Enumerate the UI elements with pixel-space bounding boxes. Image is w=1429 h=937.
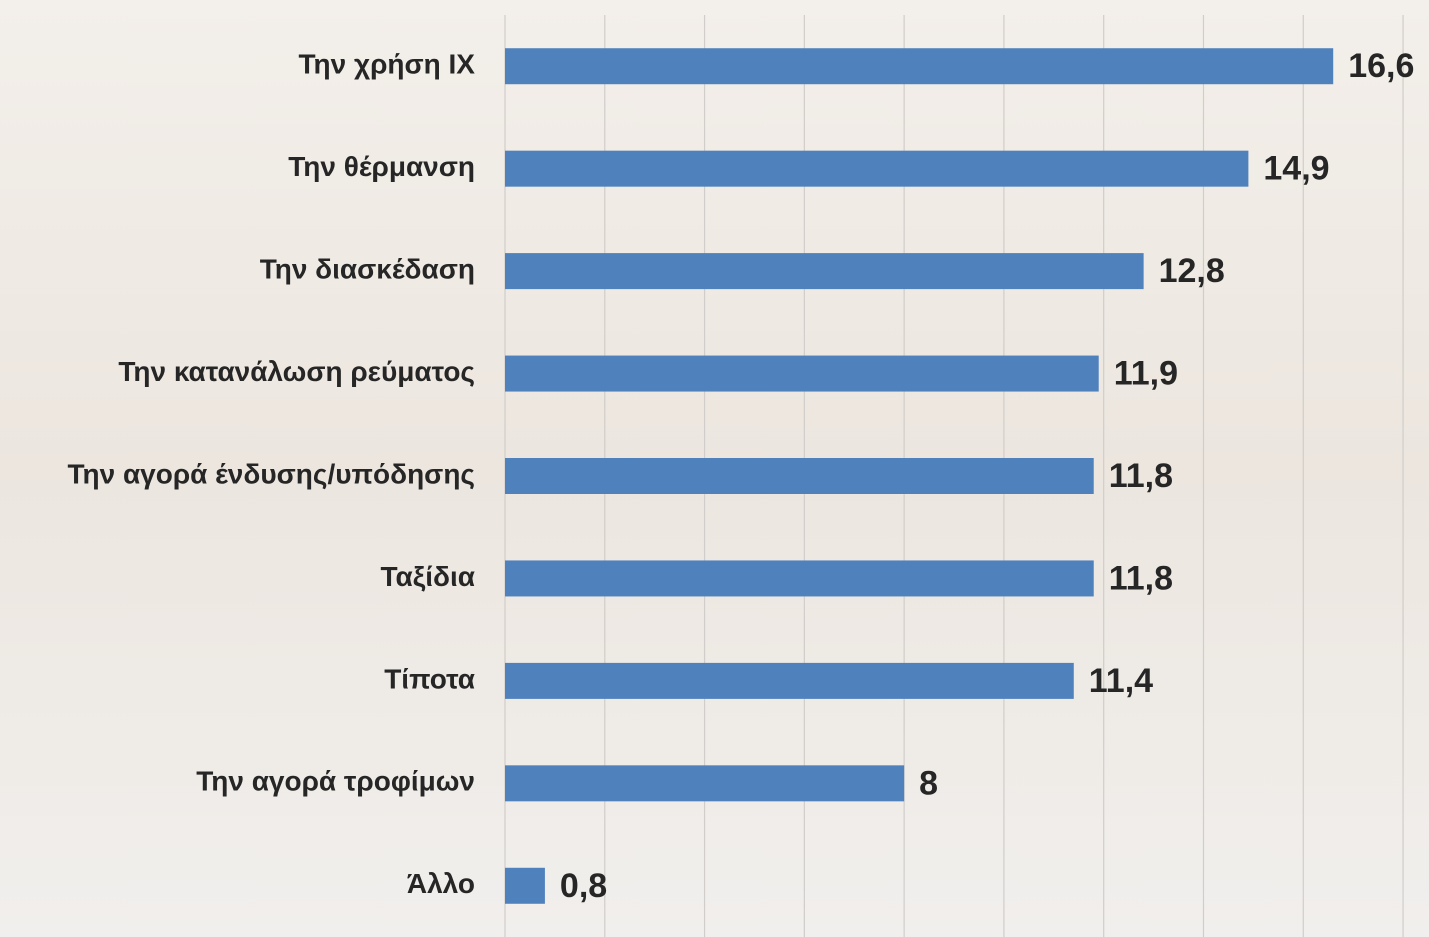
value-label: 11,8 bbox=[1109, 559, 1173, 597]
value-label: 0,8 bbox=[560, 867, 607, 905]
bar bbox=[505, 560, 1094, 597]
plot-area: Την χρήση ΙΧ 16,6 Την θέρμανση 14,9 Την διασ… bbox=[67, 15, 1414, 937]
category-label: Την αγορά τροφίμων bbox=[196, 766, 475, 797]
value-label: 14,9 bbox=[1263, 150, 1329, 188]
bar bbox=[505, 765, 905, 802]
bar bbox=[505, 355, 1099, 392]
bar bbox=[505, 867, 545, 904]
value-label: 11,4 bbox=[1089, 662, 1153, 700]
category-label: Την θέρμανση bbox=[288, 151, 475, 182]
bar bbox=[505, 150, 1249, 187]
bar bbox=[505, 662, 1074, 699]
bar bbox=[505, 253, 1144, 290]
category-label: Ταξίδια bbox=[381, 561, 475, 592]
value-label: 11,9 bbox=[1114, 355, 1178, 393]
bar bbox=[505, 458, 1094, 494]
category-label: Την αγορά ένδυσης/υπόδησης bbox=[67, 458, 475, 489]
bar bbox=[505, 48, 1334, 85]
value-label: 8 bbox=[919, 764, 938, 802]
category-label: Άλλο bbox=[407, 868, 475, 899]
category-label: Την διασκέδαση bbox=[260, 254, 475, 285]
category-label: Τίποτα bbox=[384, 663, 475, 694]
category-label: Την κατανάλωση ρεύματος bbox=[118, 356, 475, 387]
value-label: 11,8 bbox=[1109, 457, 1173, 495]
value-label: 16,6 bbox=[1348, 47, 1414, 85]
category-label: Την χρήση ΙΧ bbox=[298, 49, 475, 80]
value-label: 12,8 bbox=[1159, 252, 1225, 290]
